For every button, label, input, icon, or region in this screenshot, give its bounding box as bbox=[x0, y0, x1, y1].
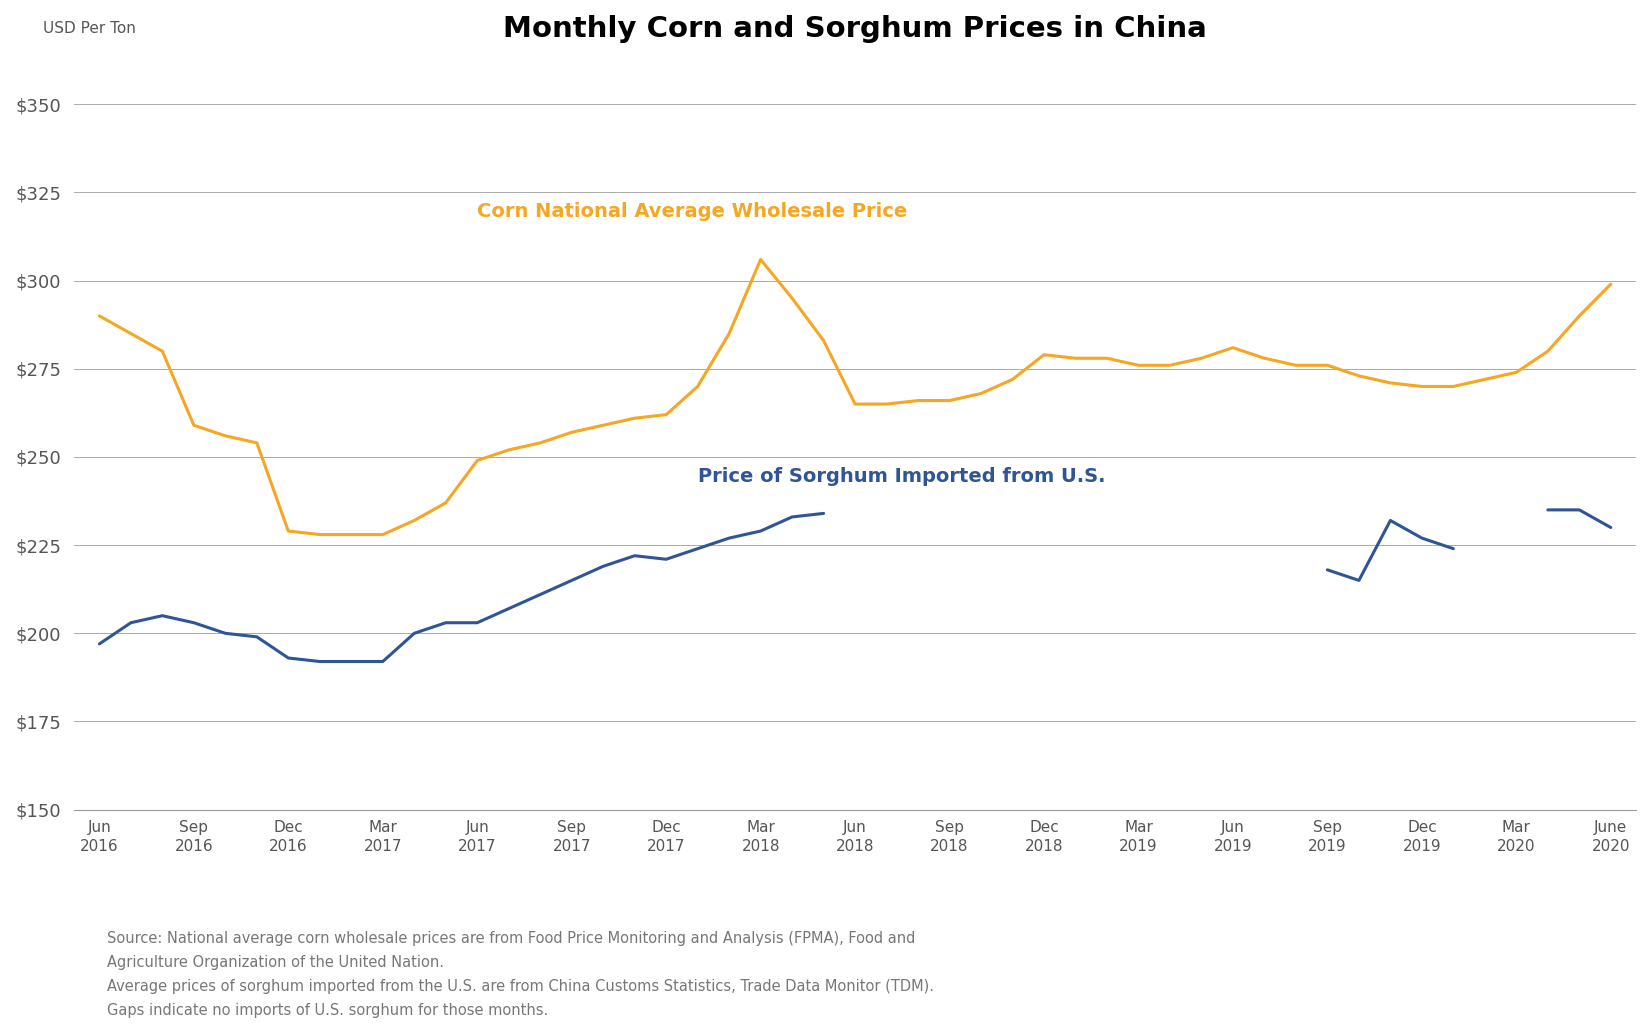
Text: Price of Sorghum Imported from U.S.: Price of Sorghum Imported from U.S. bbox=[698, 467, 1105, 485]
Text: Source: National average corn wholesale prices are from Food Price Monitoring an: Source: National average corn wholesale … bbox=[107, 930, 934, 1018]
Title: Monthly Corn and Sorghum Prices in China: Monthly Corn and Sorghum Prices in China bbox=[504, 15, 1207, 43]
Text: USD Per Ton: USD Per Ton bbox=[43, 21, 135, 36]
Text: Corn National Average Wholesale Price: Corn National Average Wholesale Price bbox=[477, 203, 908, 221]
